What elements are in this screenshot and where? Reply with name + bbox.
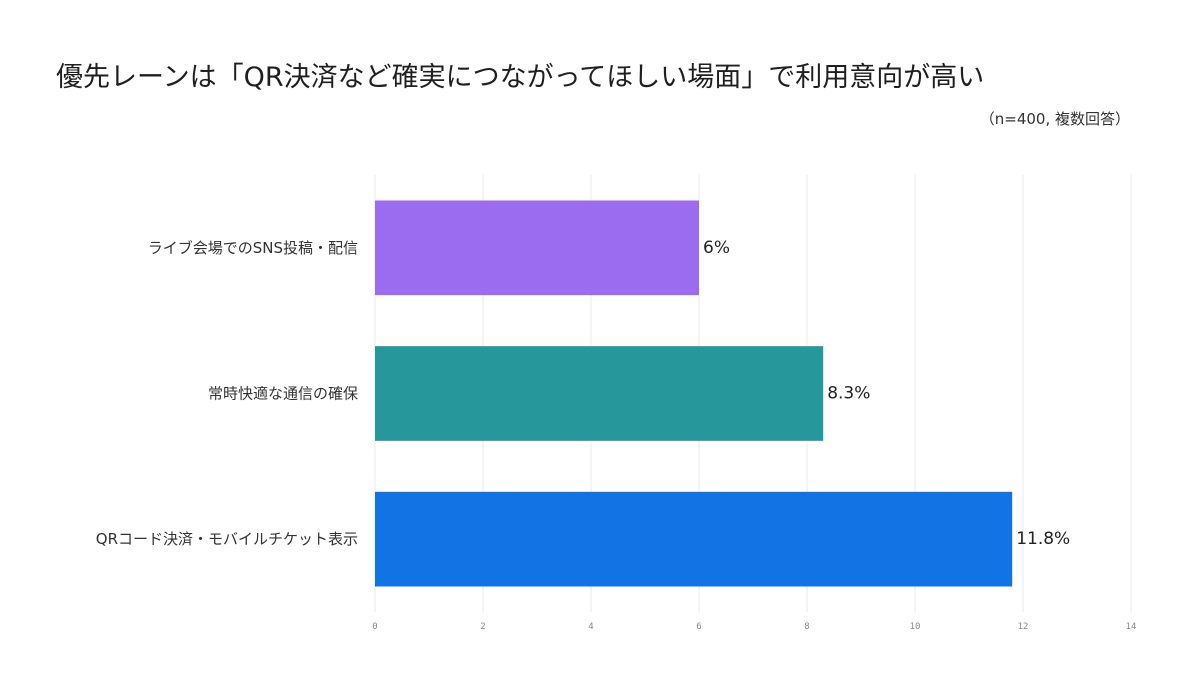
x-tick-label: 10 (910, 622, 921, 632)
x-axis-ticks: 0 2 4 6 8 10 12 14 (372, 622, 1136, 632)
bar (375, 491, 1013, 587)
x-tick-label: 6 (696, 622, 701, 632)
data-label: 6% (703, 238, 730, 258)
x-tick-label: 2 (480, 622, 485, 632)
chart-title: 優先レーンは「QR決済など確実につながってほしい場面」で利用意向が高い (56, 62, 985, 93)
bar (375, 346, 824, 441)
labels: ライブ会場でのSNS投稿・配信 6% 常時快適な通信の確保 8.3% QRコード決済・モ… (96, 238, 1070, 549)
x-tick-label: 0 (372, 622, 377, 632)
chart-subtitle: （n=400, 複数回答） (979, 110, 1130, 128)
x-tick-label: 14 (1126, 622, 1137, 632)
category-label: ライブ会場でのSNS投稿・配信 (148, 239, 358, 257)
bar (375, 200, 699, 296)
category-label: 常時快適な通信の確保 (208, 385, 358, 403)
bars (375, 200, 1013, 587)
category-label: QRコード決済・モバイルチケット表示 (96, 530, 358, 548)
data-label: 11.8% (1016, 529, 1070, 549)
x-tick-label: 4 (588, 622, 593, 632)
x-tick-label: 12 (1018, 622, 1029, 632)
x-tick-label: 8 (804, 622, 809, 632)
data-label: 8.3% (827, 384, 870, 404)
